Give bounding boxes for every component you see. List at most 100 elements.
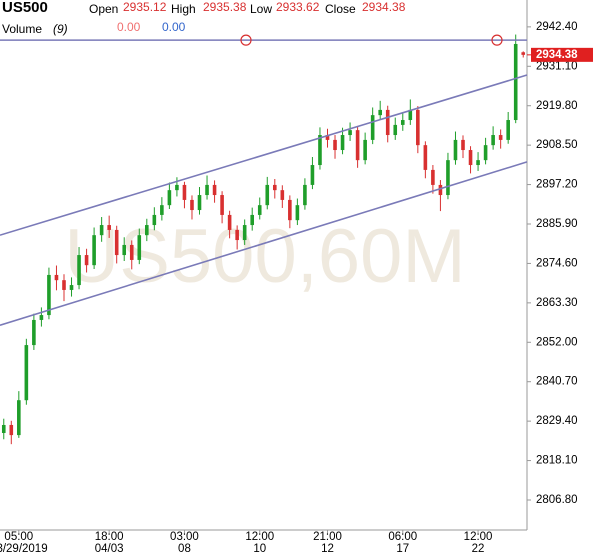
candle-body [333, 139, 337, 151]
candle-body [385, 109, 390, 136]
candle-body [400, 120, 405, 125]
candle-body [250, 214, 255, 226]
candle-body [167, 190, 172, 206]
candle-body [295, 205, 300, 221]
x-tick-label: 03:00 [170, 531, 199, 543]
candle-body [235, 229, 239, 241]
candle-body [220, 195, 224, 215]
candle-body [145, 225, 149, 236]
x-tick-label: 22 [472, 543, 485, 555]
x-tick-label: 04/03 [95, 543, 124, 555]
candle-body [69, 285, 74, 290]
candle-body [280, 190, 285, 200]
candle-body [446, 160, 450, 196]
candle-body [182, 184, 187, 200]
y-tick-label: 2852.00 [536, 336, 578, 348]
candle-body [114, 229, 119, 256]
candle-body [62, 280, 66, 290]
y-tick-label: 2863.30 [536, 297, 578, 309]
y-tick-label: 2908.50 [536, 139, 578, 151]
candle-body [348, 130, 352, 136]
ohlc-label: High [171, 2, 196, 16]
y-tick-label: 2818.10 [536, 455, 578, 467]
candle-body [506, 120, 510, 140]
x-tick-label: 17 [396, 543, 409, 555]
candle-body [340, 135, 345, 151]
candle-body [363, 139, 367, 161]
candle-body [461, 139, 465, 151]
candle-body [378, 109, 382, 116]
candle-body [318, 135, 322, 166]
x-tick-label: 21:00 [313, 531, 342, 543]
candle-body [272, 184, 277, 191]
y-tick-label: 2942.40 [536, 21, 578, 33]
candle-body [1, 424, 6, 434]
symbol: US500 [2, 0, 48, 16]
trend-handle [240, 34, 252, 46]
y-tick-label: 2806.80 [536, 494, 578, 506]
candle-body [39, 315, 44, 320]
candle-body [160, 205, 164, 215]
candle-body [92, 235, 96, 266]
candle-body [416, 109, 420, 146]
ohlc-label: Open [89, 2, 118, 16]
y-tick-label: 2829.40 [536, 415, 578, 427]
ohlc-label: Close [325, 2, 356, 16]
candle-body [468, 150, 473, 166]
y-tick-label: 2840.70 [536, 376, 578, 388]
volume-label: Volume [2, 22, 42, 36]
x-tick-label: 05:00 [4, 531, 33, 543]
candle-body [355, 130, 360, 161]
candle-body [212, 184, 217, 196]
y-tick-label: 2931.10 [536, 60, 578, 72]
trend-line [0, 161, 528, 326]
ohlc-label: Low [250, 2, 272, 16]
candle-body [32, 319, 36, 346]
candle-body [303, 184, 307, 206]
x-tick-label: 12:00 [464, 531, 493, 543]
candle-body [24, 345, 29, 401]
volume-value: 0.00 [162, 20, 186, 34]
candle-body [152, 214, 157, 226]
candle-body [47, 274, 51, 316]
candle-body [9, 424, 14, 436]
candle-body [513, 43, 518, 121]
candle-body [310, 165, 315, 185]
candle-body [137, 235, 142, 260]
volume-value: 0.00 [117, 20, 141, 34]
candle-body [205, 184, 209, 196]
x-tick-label: 03/29/2019 [0, 543, 48, 555]
candle-body [325, 135, 330, 140]
candle-body [190, 199, 194, 211]
candle-body [453, 139, 458, 161]
candle-body [476, 160, 480, 166]
candle-body [242, 225, 247, 241]
candle-body [257, 205, 262, 215]
candle-body [227, 214, 232, 230]
y-tick-label: 2874.60 [536, 257, 578, 269]
candle-body [288, 199, 292, 221]
candle-body [77, 255, 81, 286]
ohlc-value: 2933.62 [276, 0, 320, 14]
candle-body [197, 195, 202, 211]
y-tick-label: 2885.90 [536, 218, 578, 230]
candle-body [438, 184, 443, 196]
x-tick-label: 12 [321, 543, 334, 555]
x-tick-label: 10 [253, 543, 266, 555]
candle-body [107, 225, 111, 230]
ohlc-value: 2935.38 [203, 0, 247, 14]
candle-body [423, 145, 428, 170]
trend-handle [491, 34, 503, 46]
candle-body [175, 184, 179, 191]
candle-body [129, 244, 134, 260]
candle-body [393, 124, 398, 136]
candle-body [431, 169, 435, 185]
ohlc-value: 2935.12 [123, 0, 167, 14]
x-tick-label: 12:00 [245, 531, 274, 543]
candle-body [521, 52, 526, 55]
candle-body [84, 255, 89, 266]
trend-line [0, 74, 528, 236]
candle-body [408, 109, 413, 121]
